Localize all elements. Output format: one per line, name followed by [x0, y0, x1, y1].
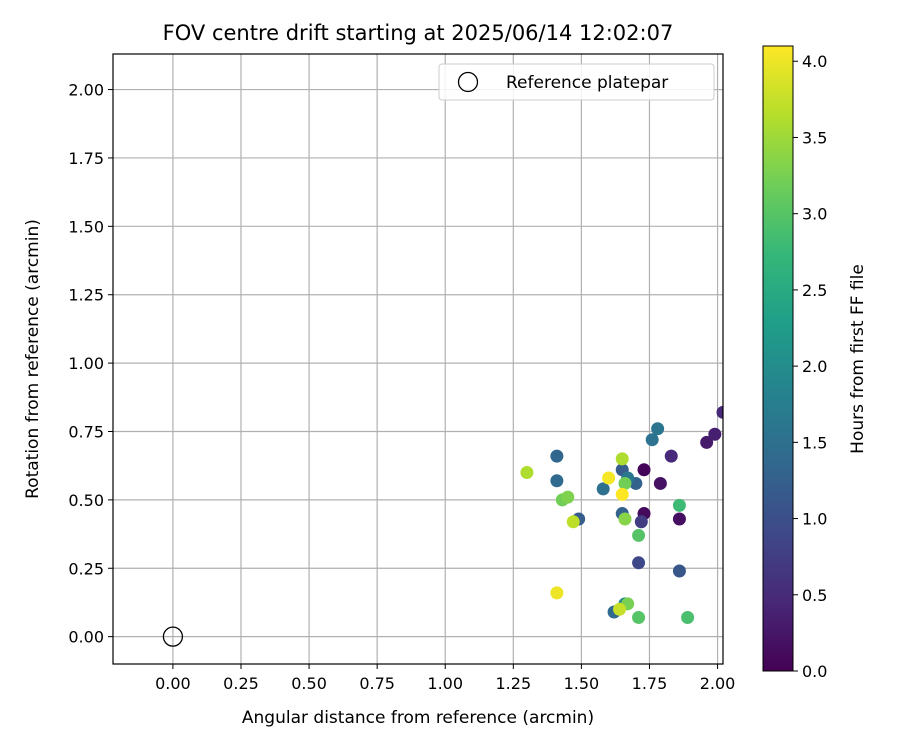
data-point [561, 490, 575, 504]
data-point [672, 564, 686, 578]
data-point [550, 586, 564, 600]
data-point [618, 476, 632, 490]
colorbar-tick-label: 0.0 [802, 662, 827, 681]
data-point [596, 482, 610, 496]
colorbar-frame [762, 45, 794, 672]
x-tick-label: 1.25 [496, 674, 532, 693]
y-tick-label: 1.25 [68, 286, 104, 305]
data-point [634, 515, 648, 529]
legend: Reference platepar [438, 63, 715, 101]
data-point [618, 512, 632, 526]
data-point [550, 474, 564, 488]
legend-entry-label: Reference platepar [506, 73, 668, 93]
x-tick-label: 0.00 [155, 674, 191, 693]
y-tick-label: 1.50 [68, 217, 104, 236]
y-tick-label: 1.75 [68, 149, 104, 168]
data-point [672, 498, 686, 512]
data-point [613, 602, 627, 616]
y-tick-label: 0.25 [68, 559, 104, 578]
colorbar-tick-label: 0.5 [802, 586, 827, 605]
data-point [653, 476, 667, 490]
y-axis-label: Rotation from reference (arcmin) [23, 219, 43, 499]
data-point [708, 427, 722, 441]
data-point [672, 512, 686, 526]
colorbar-ticks: 0.0 0.5 1.0 1.5 2.0 2.5 3.0 3.5 4.0 [793, 52, 827, 681]
data-point [681, 610, 695, 624]
y-axis-ticks: 0.00 0.25 0.50 0.75 1.00 1.25 1.50 1.75 2.00 [68, 81, 113, 647]
data-point [716, 405, 723, 419]
y-tick-label: 2.00 [68, 81, 104, 100]
data-point [615, 452, 629, 466]
colorbar-tick-label: 1.5 [802, 433, 827, 452]
x-tick-label: 0.25 [223, 674, 259, 693]
colorbar-tick-label: 1.0 [802, 510, 827, 529]
colorbar-tick-label: 3.5 [802, 128, 827, 147]
x-tick-label: 1.50 [564, 674, 600, 693]
colorbar-label: Hours from first FF file [848, 264, 868, 454]
y-tick-label: 0.75 [68, 422, 104, 441]
colorbar-tick-label: 3.0 [802, 205, 827, 224]
data-point [632, 610, 646, 624]
reference-marker-group [162, 626, 184, 647]
x-axis-label: Angular distance from reference (arcmin) [242, 708, 594, 728]
data-points [520, 405, 723, 624]
data-point [645, 433, 659, 447]
data-point [664, 449, 678, 463]
legend-box [438, 63, 715, 101]
y-tick-label: 1.00 [68, 354, 104, 373]
x-axis-ticks: 0.00 0.25 0.50 0.75 1.00 1.25 1.50 1.75 2.00 [155, 664, 735, 693]
y-tick-label: 0.50 [68, 491, 104, 510]
x-tick-label: 0.50 [291, 674, 327, 693]
data-point [632, 556, 646, 570]
data-point [632, 528, 646, 542]
legend-open-circle-icon [457, 71, 479, 93]
colorbar-tick-label: 2.5 [802, 281, 827, 300]
data-point [615, 487, 629, 501]
grid-lines [113, 54, 723, 664]
colorbar-tick-label: 4.0 [802, 52, 827, 71]
data-point [637, 463, 651, 477]
data-point [566, 515, 580, 529]
y-tick-label: 0.00 [68, 628, 104, 647]
data-point [520, 466, 534, 480]
x-tick-label: 1.00 [427, 674, 463, 693]
data-point [651, 422, 665, 436]
colorbar-gradient [763, 46, 793, 671]
x-tick-label: 1.75 [632, 674, 668, 693]
chart-title: FOV centre drift starting at 2025/06/14 … [163, 21, 674, 45]
plot-frame [112, 53, 724, 665]
data-point [602, 471, 616, 485]
x-tick-label: 0.75 [359, 674, 395, 693]
reference-platepar-marker [162, 626, 184, 647]
data-point [700, 435, 714, 449]
x-tick-label: 2.00 [700, 674, 736, 693]
data-point [550, 449, 564, 463]
colorbar-tick-label: 2.0 [802, 357, 827, 376]
